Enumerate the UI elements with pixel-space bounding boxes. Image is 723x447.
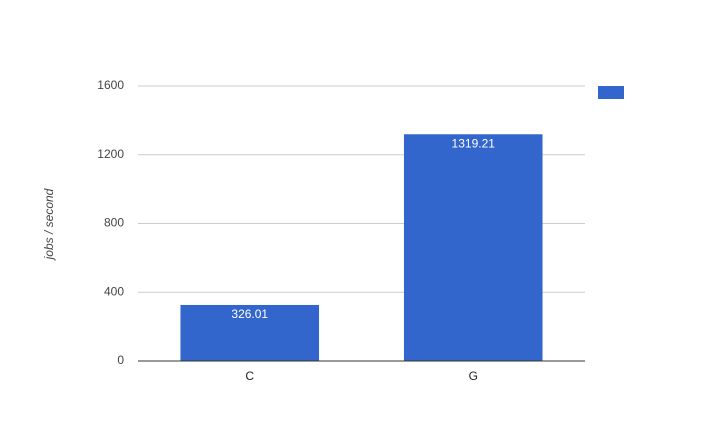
bar (180, 304, 320, 361)
y-tick-label: 1600 (97, 78, 124, 92)
y-tick-label: 0 (117, 353, 124, 367)
x-tick-label: C (245, 369, 254, 383)
bar (403, 134, 543, 361)
data-label: 1319.21 (452, 136, 496, 150)
y-tick-label: 1200 (97, 147, 124, 161)
legend-swatch (598, 86, 624, 99)
y-axis-label: jobs / second (42, 188, 56, 261)
y-tick-label: 400 (104, 284, 124, 298)
y-tick-label: 800 (104, 216, 124, 230)
x-tick-label: G (469, 369, 478, 383)
data-label: 326.01 (231, 307, 268, 321)
